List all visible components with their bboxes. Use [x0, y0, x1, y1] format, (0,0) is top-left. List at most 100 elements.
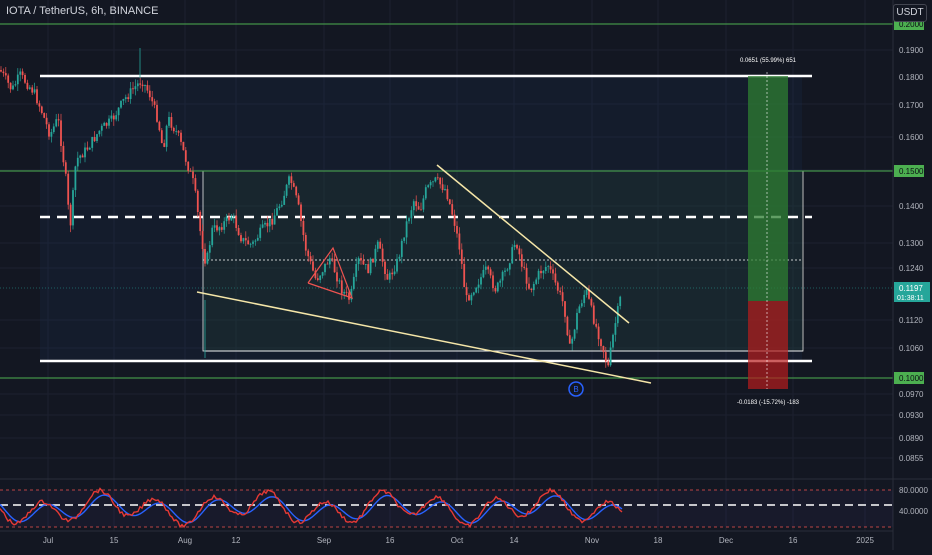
- candle-body: [506, 269, 509, 271]
- candle-body: [132, 88, 134, 90]
- candle-body: [336, 272, 338, 282]
- candle-body: [182, 141, 185, 151]
- time-label: 16: [789, 536, 798, 545]
- candle-body: [4, 73, 7, 76]
- candle-body: [379, 241, 382, 249]
- candle-body: [218, 227, 221, 231]
- candle-body: [331, 258, 334, 260]
- level-tag-0-1502-bg: [894, 165, 924, 177]
- candle-body: [357, 258, 360, 265]
- falling-wedge-upper-trendline[interactable]: [436, 164, 630, 324]
- candle-body: [489, 269, 492, 276]
- candle-body: [208, 245, 211, 253]
- candle-body: [28, 87, 31, 89]
- candle-body: [578, 306, 581, 313]
- candle-body: [273, 215, 276, 225]
- candle-body: [156, 104, 158, 122]
- position-target-zone[interactable]: [748, 76, 788, 301]
- price-tick: 0.1500: [899, 167, 924, 176]
- candle-countdown: 01:38:11: [897, 295, 924, 302]
- candle-body: [213, 225, 216, 228]
- candle-body: [556, 282, 559, 291]
- time-label: 12: [232, 536, 241, 545]
- price-axis[interactable]: 0.2000 0.1900 0.1800 0.1700 0.1600 0.150…: [894, 18, 930, 463]
- price-axis-background: [893, 0, 932, 550]
- price-tick: 0.2000: [899, 20, 924, 29]
- candle-body: [84, 147, 86, 158]
- candle-body: [276, 208, 278, 216]
- candle-body: [518, 248, 521, 255]
- price-tick: 0.1300: [899, 239, 924, 248]
- candle-body: [201, 231, 204, 249]
- candle-body: [264, 222, 266, 225]
- falling-wedge-lower-trendline[interactable]: [196, 291, 652, 384]
- candle-body: [547, 266, 550, 267]
- circle-marker[interactable]: [568, 381, 584, 397]
- red-triangle-drawing[interactable]: [307, 246, 354, 299]
- candle-body: [525, 267, 528, 284]
- candle-body: [189, 170, 192, 172]
- candle-body: [432, 181, 434, 183]
- candle-body: [511, 247, 514, 264]
- candle-body: [444, 189, 446, 190]
- candle-body: [259, 227, 262, 238]
- candle-body: [283, 195, 286, 205]
- time-label: 18: [654, 536, 663, 545]
- currency-button[interactable]: USDT: [893, 4, 927, 22]
- candle-body: [499, 280, 502, 283]
- candle-body: [151, 97, 154, 102]
- time-label: Oct: [451, 536, 464, 545]
- candle-body: [309, 256, 312, 262]
- candle-body: [144, 85, 146, 86]
- candle-body: [540, 270, 542, 274]
- symbol-title[interactable]: IOTA / TetherUS, 6h, BINANCE: [6, 5, 159, 17]
- time-axis[interactable]: Jul 15 Aug 12 Sep 16 Oct 14 Nov 18 Dec 1…: [43, 536, 875, 545]
- candle-body: [26, 82, 29, 89]
- price-tick: 0.1900: [899, 46, 924, 55]
- oscillator-series[interactable]: [0, 487, 623, 529]
- candle-body: [254, 240, 257, 242]
- candle-body: [199, 212, 202, 232]
- candle-body: [304, 235, 307, 251]
- candle-body: [552, 269, 554, 274]
- circle-marker-label: B: [573, 385, 578, 394]
- candle-body: [12, 85, 14, 90]
- candle-body: [513, 245, 516, 248]
- candle-body: [60, 120, 62, 146]
- price-tick: 0.1400: [899, 202, 924, 211]
- candle-body: [446, 189, 449, 200]
- candle-body: [583, 294, 586, 304]
- candle-body: [607, 361, 610, 366]
- candle-body: [508, 263, 511, 270]
- candle-body: [223, 221, 226, 230]
- candle-body: [86, 147, 89, 150]
- candle-body: [448, 199, 451, 204]
- candle-body: [544, 267, 547, 271]
- candle-body: [235, 215, 238, 228]
- candle-body: [439, 177, 442, 185]
- candle-body: [67, 173, 70, 205]
- candle-body: [285, 184, 288, 196]
- candle-body: [122, 99, 125, 101]
- candle-body: [427, 185, 430, 188]
- candle-body: [554, 273, 557, 283]
- candle-body: [170, 117, 173, 128]
- candle-body: [158, 121, 161, 131]
- candle-body: [232, 215, 235, 217]
- candle-body: [316, 278, 319, 280]
- candle-body: [333, 259, 336, 273]
- candle-body: [172, 127, 175, 132]
- candle-body: [124, 97, 127, 99]
- candle-body: [242, 238, 245, 242]
- candle-body: [98, 130, 101, 135]
- candle-body: [576, 312, 578, 330]
- position-stop-zone[interactable]: [748, 301, 788, 389]
- candle-body: [369, 258, 372, 274]
- candle-body: [374, 248, 377, 263]
- candle-body: [386, 274, 389, 280]
- candle-body: [91, 137, 94, 148]
- candlestick-series[interactable]: [0, 48, 622, 368]
- position-target-label: 0.0651 (55.99%) 651: [740, 58, 797, 64]
